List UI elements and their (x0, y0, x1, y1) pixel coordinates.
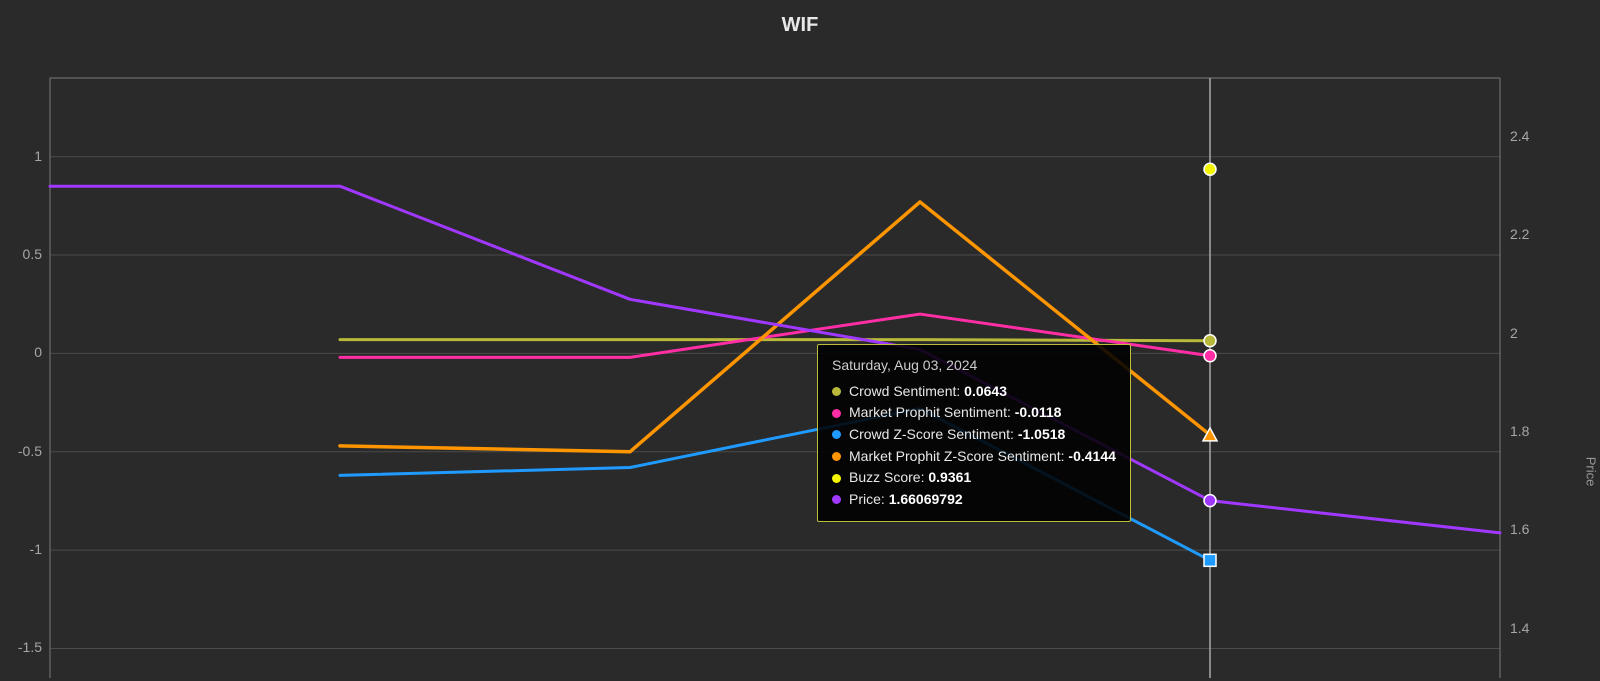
right-tick-label: 1.8 (1510, 423, 1529, 439)
chart-svg[interactable] (0, 0, 1600, 681)
series-crowd_sentiment[interactable] (340, 340, 1210, 341)
right-tick-label: 1.4 (1510, 620, 1529, 636)
chart-container: WIF -1.5-1-0.500.51 1.41.61.822.22.4 Pri… (0, 0, 1600, 681)
marker-mp_sentiment[interactable] (1204, 350, 1216, 362)
marker-price[interactable] (1204, 495, 1216, 507)
series-mp_zscore[interactable] (340, 202, 1210, 452)
left-tick-label: 0 (34, 344, 42, 360)
left-tick-label: -0.5 (18, 443, 42, 459)
left-tick-label: 0.5 (23, 246, 42, 262)
series-price[interactable] (50, 186, 1500, 533)
right-axis-title: Price (1584, 457, 1599, 487)
left-tick-label: -1.5 (18, 639, 42, 655)
right-tick-label: 2.4 (1510, 128, 1529, 144)
right-tick-label: 2.2 (1510, 226, 1529, 242)
right-tick-label: 1.6 (1510, 521, 1529, 537)
marker-buzz_score[interactable] (1204, 163, 1216, 175)
marker-crowd_sentiment[interactable] (1204, 335, 1216, 347)
left-tick-label: 1 (34, 148, 42, 164)
marker-crowd_zscore[interactable] (1204, 554, 1216, 566)
right-tick-label: 2 (1510, 325, 1518, 341)
series-mp_sentiment[interactable] (340, 314, 1210, 357)
left-tick-label: -1 (30, 541, 42, 557)
